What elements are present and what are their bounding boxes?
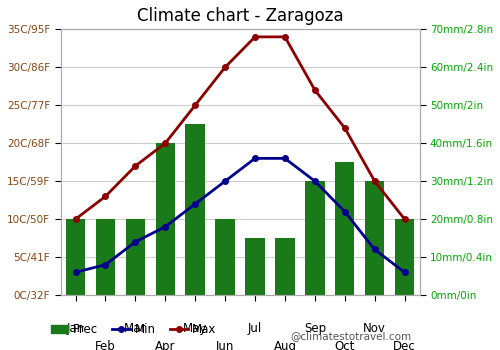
- Bar: [126, 219, 145, 295]
- Text: Jun: Jun: [216, 340, 234, 350]
- Text: Jul: Jul: [248, 322, 262, 335]
- Bar: [305, 181, 324, 295]
- Bar: [246, 238, 264, 295]
- Bar: [365, 181, 384, 295]
- Bar: [66, 219, 86, 295]
- Bar: [216, 219, 235, 295]
- Bar: [186, 124, 205, 295]
- Bar: [96, 219, 115, 295]
- Text: Jan: Jan: [66, 322, 84, 335]
- Text: Sep: Sep: [304, 322, 326, 335]
- Text: @climatestotravel.com: @climatestotravel.com: [290, 331, 411, 341]
- Text: Mar: Mar: [124, 322, 146, 335]
- Text: Oct: Oct: [334, 340, 355, 350]
- Bar: [395, 219, 414, 295]
- Text: May: May: [183, 322, 208, 335]
- Bar: [275, 238, 294, 295]
- Bar: [156, 143, 175, 295]
- Text: Apr: Apr: [155, 340, 176, 350]
- Legend: Prec, Min, Max: Prec, Min, Max: [46, 318, 222, 341]
- Title: Climate chart - Zaragoza: Climate chart - Zaragoza: [136, 7, 344, 25]
- Bar: [335, 162, 354, 295]
- Text: Feb: Feb: [95, 340, 116, 350]
- Text: Dec: Dec: [393, 340, 416, 350]
- Text: Nov: Nov: [363, 322, 386, 335]
- Text: Aug: Aug: [274, 340, 296, 350]
